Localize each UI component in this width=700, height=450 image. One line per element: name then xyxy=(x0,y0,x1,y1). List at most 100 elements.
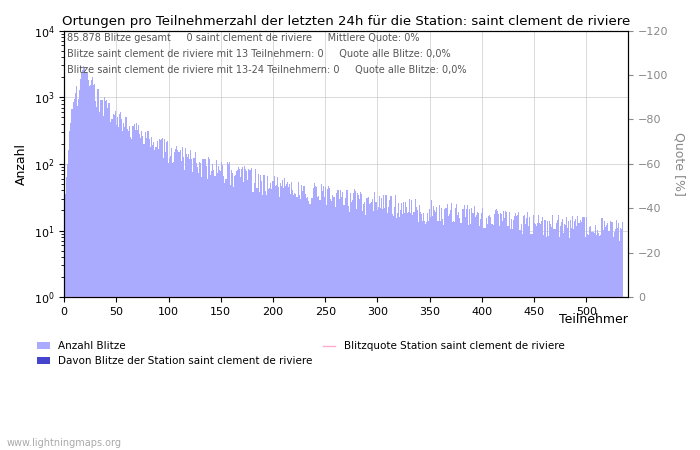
Bar xyxy=(249,170,251,450)
Bar xyxy=(367,198,368,450)
Bar xyxy=(91,81,92,450)
Blitzquote Station saint clement de riviere xyxy=(212,294,220,300)
Bar xyxy=(323,197,325,450)
Bar xyxy=(99,112,100,450)
Bar xyxy=(241,169,242,450)
Bar xyxy=(142,136,143,450)
Bar xyxy=(111,119,113,450)
Bar xyxy=(506,212,507,450)
Bar xyxy=(218,166,219,450)
Bar xyxy=(535,224,536,450)
Bar xyxy=(556,220,558,450)
Bar xyxy=(98,89,99,450)
Bar xyxy=(356,209,357,450)
Bar xyxy=(313,189,314,450)
Bar xyxy=(586,217,587,450)
Bar xyxy=(622,221,624,450)
Bar xyxy=(502,221,503,450)
Blitzquote Station saint clement de riviere xyxy=(480,294,488,300)
Bar xyxy=(217,173,218,450)
Bar xyxy=(172,163,173,450)
Bar xyxy=(455,208,456,450)
Bar xyxy=(291,182,293,450)
Bar xyxy=(499,225,500,450)
Bar xyxy=(96,108,97,450)
Y-axis label: Quote [%]: Quote [%] xyxy=(672,132,685,196)
Bar xyxy=(316,187,317,450)
Bar xyxy=(425,224,426,450)
Bar xyxy=(117,117,118,450)
Bar xyxy=(232,173,233,450)
Bar xyxy=(405,202,406,450)
Bar xyxy=(196,163,197,450)
Bar xyxy=(204,159,206,450)
Bar xyxy=(466,209,467,450)
Bar xyxy=(601,218,603,450)
Bar xyxy=(503,211,504,450)
Blitzquote Station saint clement de riviere xyxy=(61,294,69,300)
Bar xyxy=(209,159,210,450)
Bar xyxy=(504,218,505,450)
Bar xyxy=(564,224,565,450)
Bar xyxy=(582,217,584,450)
Bar xyxy=(468,225,469,450)
Bar xyxy=(505,211,506,450)
Bar xyxy=(607,224,608,450)
Bar xyxy=(491,225,492,450)
Bar xyxy=(248,169,249,450)
Bar xyxy=(260,176,261,450)
Bar xyxy=(545,220,546,450)
Bar xyxy=(123,123,124,450)
Bar xyxy=(456,204,457,450)
Bar xyxy=(125,117,126,450)
Bar xyxy=(325,187,326,450)
Bar xyxy=(200,163,202,450)
Bar xyxy=(578,224,580,450)
Bar xyxy=(463,205,465,450)
Bar xyxy=(335,207,336,450)
Bar xyxy=(501,214,502,450)
Blitzquote Station saint clement de riviere xyxy=(509,294,517,300)
Bar xyxy=(149,140,150,450)
Bar xyxy=(576,226,578,450)
Bar xyxy=(331,201,332,450)
Bar xyxy=(145,131,146,450)
Bar xyxy=(346,190,348,450)
Bar xyxy=(97,89,98,450)
Bar xyxy=(127,129,128,450)
Bar xyxy=(261,181,262,450)
Bar xyxy=(169,158,170,450)
Bar xyxy=(193,158,194,450)
Bar xyxy=(406,207,407,450)
Bar xyxy=(572,216,573,450)
Bar xyxy=(210,175,211,450)
Bar xyxy=(81,73,83,450)
Bar xyxy=(315,186,316,450)
Bar xyxy=(308,201,309,450)
Bar xyxy=(177,150,178,450)
Bar xyxy=(526,218,527,450)
Bar xyxy=(497,212,498,450)
Bar xyxy=(276,177,278,450)
Bar xyxy=(150,147,151,450)
Bar xyxy=(92,77,93,450)
Bar xyxy=(514,213,516,450)
Bar xyxy=(342,192,344,450)
Bar xyxy=(559,237,560,450)
Bar xyxy=(263,175,264,450)
Bar xyxy=(589,226,590,450)
Bar xyxy=(544,220,545,450)
Bar xyxy=(539,223,540,450)
Bar xyxy=(186,154,187,450)
Bar xyxy=(85,72,87,450)
Bar xyxy=(268,189,270,450)
Bar xyxy=(301,185,302,450)
Bar xyxy=(181,148,183,450)
Bar xyxy=(80,79,81,450)
Bar xyxy=(330,198,331,450)
Bar xyxy=(175,149,176,450)
Bar xyxy=(363,204,365,450)
Bar xyxy=(187,157,188,450)
Bar xyxy=(438,205,440,450)
Bar xyxy=(267,176,268,450)
